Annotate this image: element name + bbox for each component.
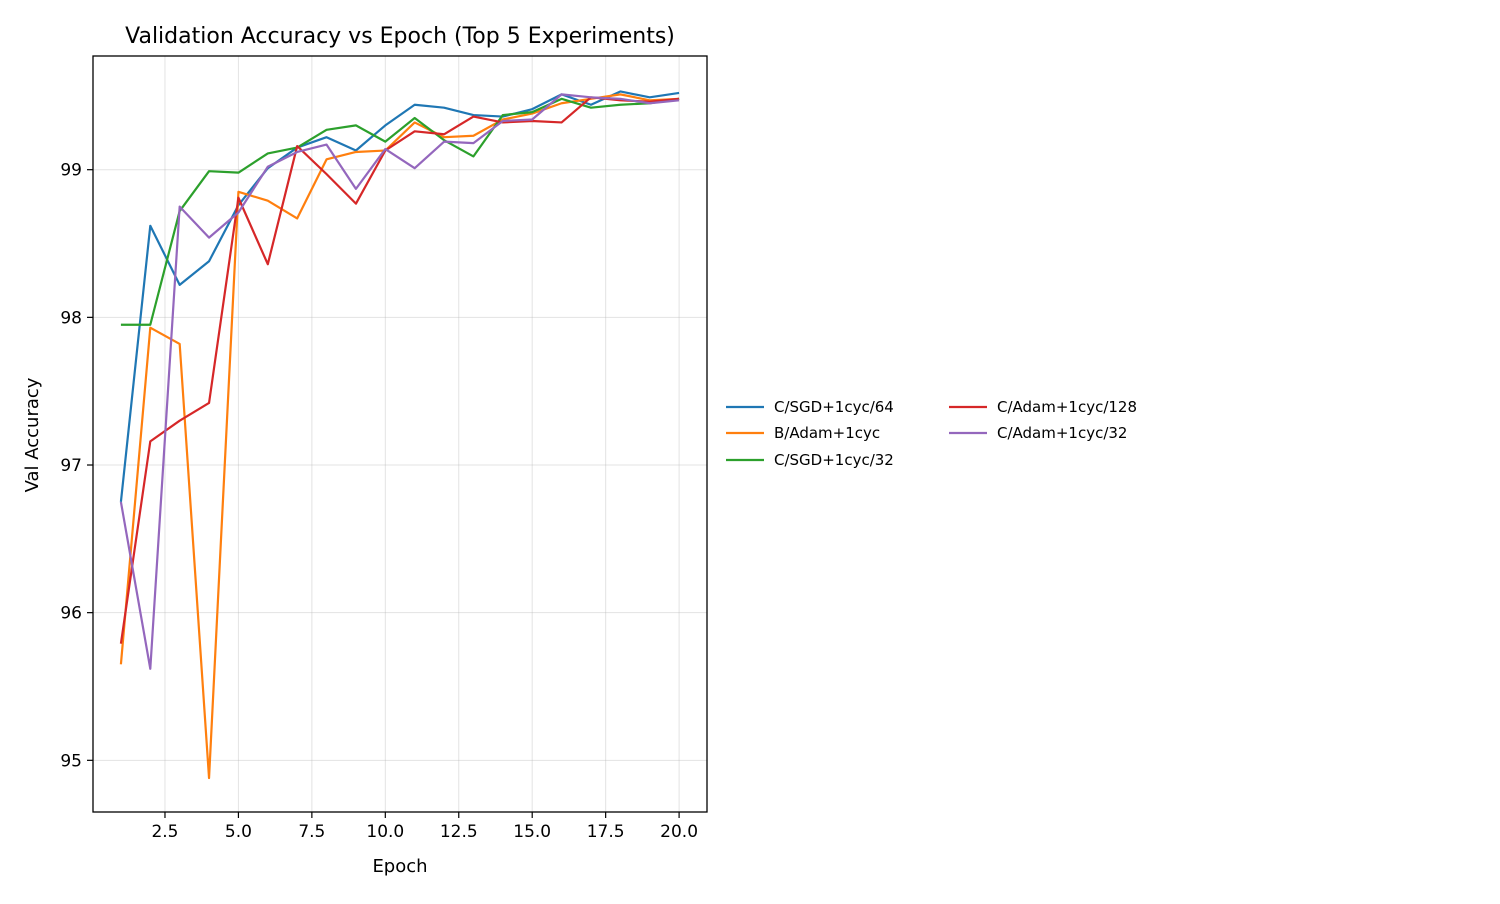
legend-label: C/Adam+1cyc/128 — [997, 398, 1137, 416]
y-tick-label: 95 — [60, 751, 82, 771]
plot-frame — [92, 55, 708, 813]
x-tick-label: 2.5 — [151, 822, 178, 842]
series-line-2 — [119, 93, 680, 780]
y-tick-label: 96 — [60, 604, 82, 624]
x-tick-label: 10.0 — [366, 822, 404, 842]
y-tick-label: 97 — [60, 456, 82, 476]
legend-label: B/Adam+1cyc — [774, 424, 880, 442]
x-tick-label: 17.5 — [587, 822, 625, 842]
legend-label: C/SGD+1cyc/32 — [774, 451, 894, 469]
chart-title: Validation Accuracy vs Epoch (Top 5 Expe… — [125, 24, 675, 49]
series-lines — [119, 90, 680, 780]
x-axis-label: Epoch — [372, 856, 427, 877]
legend-label: C/Adam+1cyc/32 — [997, 424, 1127, 442]
axes: 2.5 5.0 7.5 10.0 12.5 15.0 17.5 20.0 95 96 97 98 99 — [60, 55, 708, 842]
y-tick-label: 99 — [60, 161, 82, 181]
x-tick-label: 20.0 — [660, 822, 698, 842]
series-line-5 — [119, 93, 680, 670]
x-tick-label: 15.0 — [513, 822, 551, 842]
grid-lines — [93, 56, 707, 812]
x-tick-label: 12.5 — [440, 822, 478, 842]
legend-label: C/SGD+1cyc/64 — [774, 398, 894, 416]
x-tick-label: 7.5 — [298, 822, 325, 842]
x-tick-label: 5.0 — [225, 822, 252, 842]
series-line-1 — [119, 90, 680, 503]
series-line-3 — [120, 97, 680, 326]
y-tick-label: 98 — [60, 308, 82, 328]
y-axis-label: Val Accuracy — [22, 377, 43, 492]
legend: C/SGD+1cyc/64 B/Adam+1cyc C/SGD+1cyc/32 C/A… — [726, 398, 1137, 469]
series-line-4 — [119, 96, 680, 644]
